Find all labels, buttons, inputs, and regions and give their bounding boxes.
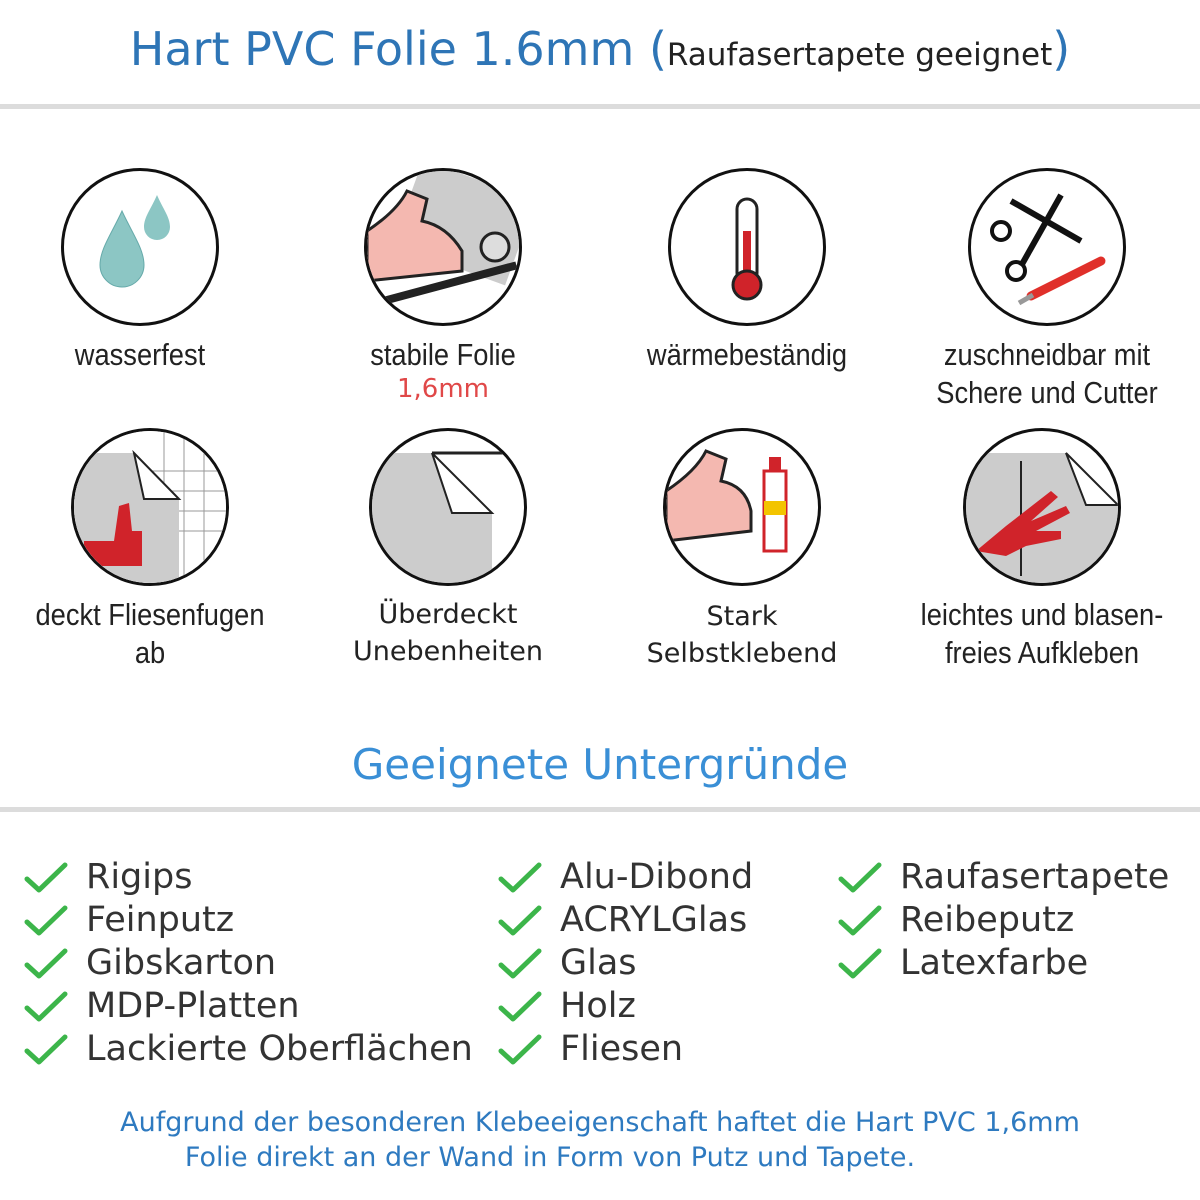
page-title: Hart PVC Folie 1.6mm (Raufasertapete gee… [0, 22, 1200, 76]
check-icon [498, 948, 542, 978]
surface-label: Gibskarton [86, 943, 277, 983]
hand-smooth-icon [963, 428, 1121, 586]
check-icon [24, 905, 68, 935]
surface-label: Feinputz [86, 900, 235, 940]
surface-item: Lackierte Oberflächen [24, 1028, 473, 1071]
surface-label: Alu-Dibond [560, 857, 754, 897]
divider [0, 807, 1200, 812]
check-icon [838, 905, 882, 935]
surface-item: Rigips [24, 856, 473, 899]
divider [0, 104, 1200, 109]
footer-line-1: Aufgrund der besonderen Klebeeigenschaft… [120, 1107, 1080, 1138]
surface-label: Fliesen [560, 1029, 684, 1069]
feature-covers-joints: deckt Fliesenfugen ab [0, 428, 300, 672]
surface-label: ACRYLGlas [560, 900, 748, 940]
feature-waterproof: wasserfest [0, 168, 290, 374]
feature-label: deckt Fliesenfugen ab [35, 597, 265, 670]
surface-item: Holz [498, 985, 753, 1028]
paren-close: ) [1052, 22, 1071, 76]
footer-line-2: Folie direkt an der Wand in Form von Put… [184, 1142, 916, 1173]
surface-item: Feinputz [24, 899, 473, 942]
surface-item: ACRYLGlas [498, 899, 753, 942]
check-icon [24, 991, 68, 1021]
feature-label: wärmebeständig [646, 337, 848, 372]
paren-open: ( [648, 22, 667, 76]
check-icon [498, 991, 542, 1021]
surface-item: Fliesen [498, 1028, 753, 1071]
surfaces-col-2: Alu-Dibond ACRYLGlas Glas Holz Fliesen [498, 856, 753, 1071]
surface-label: Raufasertapete [900, 857, 1170, 897]
feature-label: Unebenheiten [353, 636, 543, 667]
feature-label: leichtes und blasen- [920, 597, 1164, 632]
thumbs-up-tiles-icon [71, 428, 229, 586]
feature-cuttable: zuschneidbar mit Schere und Cutter [897, 168, 1197, 412]
check-icon [838, 862, 882, 892]
surface-label: Holz [560, 986, 636, 1026]
surface-label: Rigips [86, 857, 193, 897]
check-icon [498, 1034, 542, 1064]
surface-item: Glas [498, 942, 753, 985]
surface-item: Alu-Dibond [498, 856, 753, 899]
feature-thickness: 1,6mm [396, 374, 489, 404]
title-subtitle: Raufasertapete geeignet [666, 37, 1053, 73]
check-icon [24, 1034, 68, 1064]
feature-covers-unevenness: Überdeckt Unebenheiten [298, 428, 598, 670]
feature-label: Überdeckt [378, 599, 518, 630]
feature-stable-foil: stabile Folie 1,6mm [293, 168, 593, 404]
strong-arm-foil-icon [364, 168, 522, 326]
section-title: Geeignete Untergründe [351, 740, 849, 789]
foil-corner-icon [369, 428, 527, 586]
arm-glue-icon [663, 428, 821, 586]
surface-label: MDP-Platten [86, 986, 300, 1026]
feature-self-adhesive: Stark Selbstklebend [592, 428, 892, 672]
check-icon [498, 862, 542, 892]
feature-label: wasserfest [74, 337, 206, 372]
surface-label: Latexfarbe [900, 943, 1089, 983]
feature-easy-application: leichtes und blasen- freies Aufkleben [892, 428, 1192, 672]
thermometer-icon [668, 168, 826, 326]
surface-label: Reibeputz [900, 900, 1075, 940]
surface-label: Lackierte Oberflächen [86, 1029, 473, 1069]
check-icon [498, 905, 542, 935]
feature-label: Stark [706, 601, 778, 632]
surface-item: Raufasertapete [838, 856, 1169, 899]
surfaces-col-1: Rigips Feinputz Gibskarton MDP-Platten Lacki… [24, 856, 473, 1071]
feature-label: zuschneidbar mit [943, 337, 1151, 372]
feature-label: stabile Folie [370, 337, 516, 372]
water-drops-icon [61, 168, 219, 326]
title-main: Hart PVC Folie 1.6mm [129, 22, 635, 76]
scissors-cutter-icon [968, 168, 1126, 326]
feature-label: Schere und Cutter [936, 375, 1158, 410]
surface-item: MDP-Platten [24, 985, 473, 1028]
surface-item: Latexfarbe [838, 942, 1169, 985]
check-icon [24, 948, 68, 978]
surface-label: Glas [560, 943, 637, 983]
check-icon [838, 948, 882, 978]
check-icon [24, 862, 68, 892]
surfaces-col-3: Raufasertapete Reibeputz Latexfarbe [838, 856, 1169, 985]
feature-heat-resistant: wärmebeständig [597, 168, 897, 374]
surface-item: Gibskarton [24, 942, 473, 985]
feature-label: Selbstklebend [646, 638, 838, 669]
feature-label: freies Aufkleben [944, 635, 1140, 670]
surface-item: Reibeputz [838, 899, 1169, 942]
